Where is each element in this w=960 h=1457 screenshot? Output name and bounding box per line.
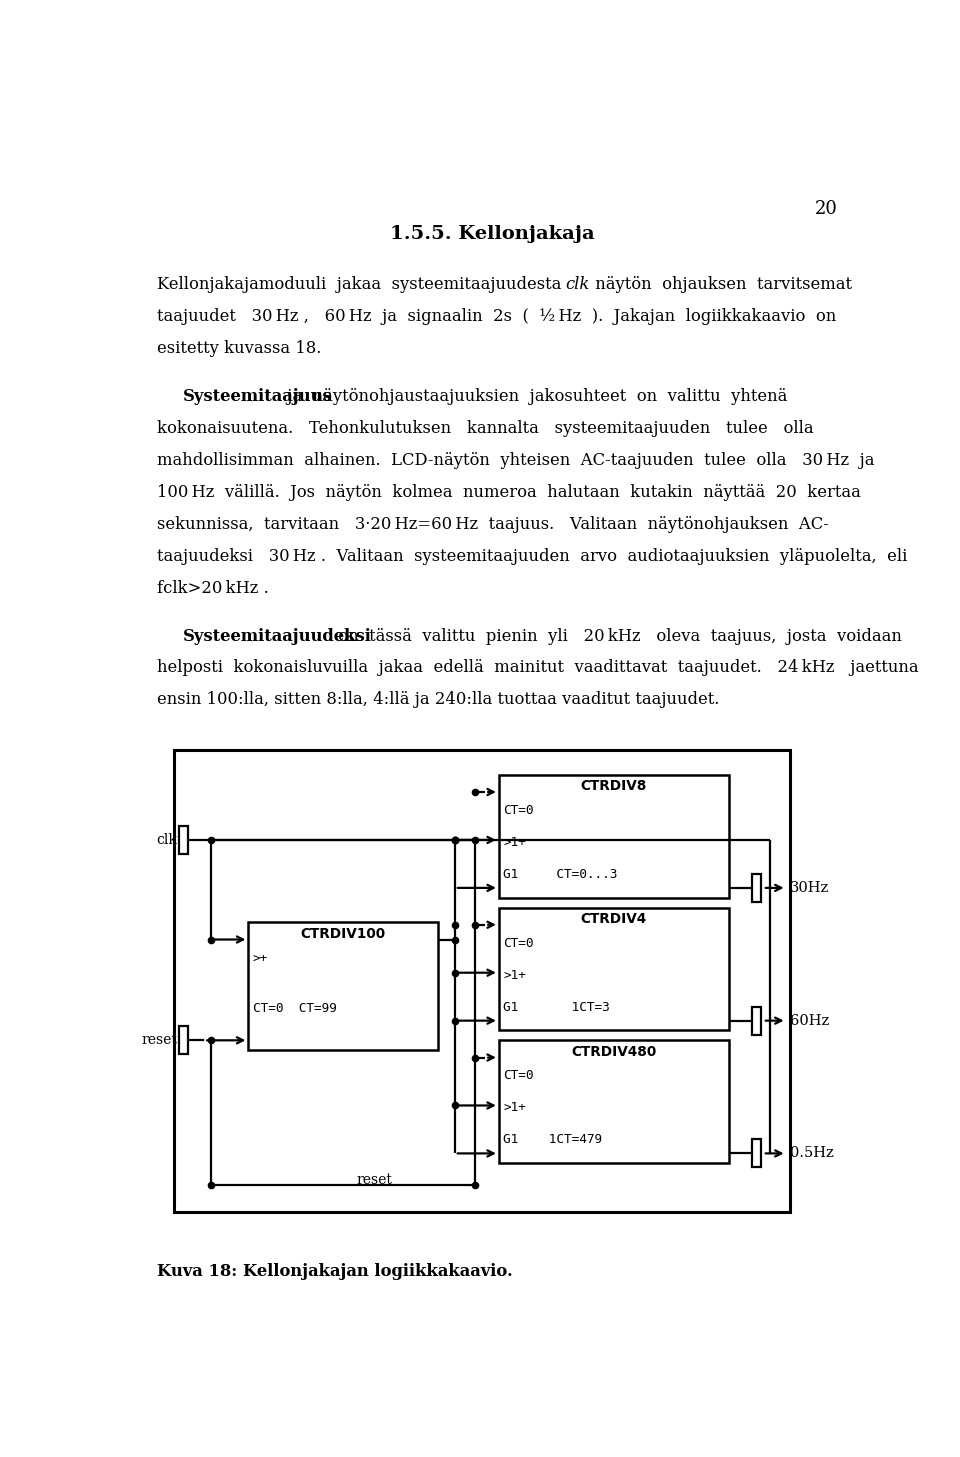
Text: Systeemitaajuus: Systeemitaajuus bbox=[183, 388, 333, 405]
Bar bbox=[249, 922, 438, 1050]
Text: CT=0: CT=0 bbox=[503, 1069, 534, 1083]
Text: G1     CT=0...3: G1 CT=0...3 bbox=[503, 868, 617, 881]
Text: clk: clk bbox=[564, 275, 589, 293]
Bar bbox=[752, 1007, 760, 1034]
Text: 0.5Hz: 0.5Hz bbox=[790, 1147, 833, 1160]
Text: taajuudet   30 Hz ,   60 Hz  ja  signaalin  2s  (  ½ Hz  ).  Jakajan  logiikkaka: taajuudet 30 Hz , 60 Hz ja signaalin 2s … bbox=[157, 307, 836, 325]
Bar bbox=[752, 874, 760, 902]
Text: >+: >+ bbox=[252, 951, 268, 965]
Text: clk: clk bbox=[156, 833, 178, 847]
Text: mahdollisimman  alhainen.  LCD-näytön  yhteisen  AC-taajuuden  tulee  olla   30 : mahdollisimman alhainen. LCD-näytön yhte… bbox=[157, 452, 875, 469]
Bar bbox=[499, 1040, 729, 1163]
Text: Kuva 18: Kellonjakajan logiikkakaavio.: Kuva 18: Kellonjakajan logiikkakaavio. bbox=[157, 1263, 513, 1281]
Text: CTRDIV4: CTRDIV4 bbox=[581, 912, 647, 927]
Text: ensin 100:lla, sitten 8:lla, 4:llä ja 240:lla tuottaa vaaditut taajuudet.: ensin 100:lla, sitten 8:lla, 4:llä ja 24… bbox=[157, 692, 720, 708]
Text: G1    1CT=479: G1 1CT=479 bbox=[503, 1134, 602, 1147]
Text: kokonaisuutena.   Tehonkulutuksen   kannalta   systeemitaajuuden   tulee   olla: kokonaisuutena. Tehonkulutuksen kannalta… bbox=[157, 420, 814, 437]
Text: 20: 20 bbox=[815, 200, 838, 217]
Bar bbox=[180, 826, 188, 854]
Text: Systeemitaajuudeksi: Systeemitaajuudeksi bbox=[183, 628, 372, 644]
Bar bbox=[180, 1026, 188, 1055]
Text: >1+: >1+ bbox=[503, 836, 526, 849]
Text: CT=0  CT=99: CT=0 CT=99 bbox=[252, 1002, 337, 1016]
Text: on  tässä  valittu  pienin  yli   20 kHz   oleva  taajuus,  josta  voidaan: on tässä valittu pienin yli 20 kHz oleva… bbox=[333, 628, 901, 644]
Text: CTRDIV8: CTRDIV8 bbox=[581, 779, 647, 793]
Text: Kellonjakajamoduuli  jakaa  systeemitaajuudesta: Kellonjakajamoduuli jakaa systeemitaajuu… bbox=[157, 275, 562, 293]
Text: CT=0: CT=0 bbox=[503, 937, 534, 950]
Text: >1+: >1+ bbox=[503, 969, 526, 982]
Text: sekunnissa,  tarvitaan   3·20 Hz=60 Hz  taajuus.   Valitaan  näytönohjauksen  AC: sekunnissa, tarvitaan 3·20 Hz=60 Hz taaj… bbox=[157, 516, 829, 533]
Text: 30Hz: 30Hz bbox=[790, 881, 829, 895]
Text: fclk>20 kHz .: fclk>20 kHz . bbox=[157, 580, 269, 596]
Text: G1       1CT=3: G1 1CT=3 bbox=[503, 1001, 610, 1014]
Text: CTRDIV480: CTRDIV480 bbox=[571, 1045, 657, 1059]
Text: taajuudeksi   30 Hz .  Valitaan  systeemitaajuuden  arvo  audiotaajuuksien  yläp: taajuudeksi 30 Hz . Valitaan systeemitaa… bbox=[157, 548, 907, 565]
Bar bbox=[174, 750, 790, 1212]
Bar bbox=[499, 775, 729, 898]
Text: CTRDIV100: CTRDIV100 bbox=[300, 927, 386, 941]
Bar bbox=[752, 1139, 760, 1167]
Text: CT=0: CT=0 bbox=[503, 804, 534, 817]
Text: 100 Hz  välillä.  Jos  näytön  kolmea  numeroa  halutaan  kutakin  näyttää  20  : 100 Hz välillä. Jos näytön kolmea numero… bbox=[157, 484, 861, 501]
Text: esitetty kuvassa 18.: esitetty kuvassa 18. bbox=[157, 339, 322, 357]
Text: 1.5.5. Kellonjakaja: 1.5.5. Kellonjakaja bbox=[390, 226, 594, 243]
Text: reset: reset bbox=[356, 1173, 393, 1187]
Text: 60Hz: 60Hz bbox=[790, 1014, 829, 1027]
Text: näytön  ohjauksen  tarvitsemat: näytön ohjauksen tarvitsemat bbox=[590, 275, 852, 293]
Text: reset: reset bbox=[141, 1033, 178, 1048]
Text: ja  näytönohjaustaajuuksien  jakosuhteet  on  valittu  yhtenä: ja näytönohjaustaajuuksien jakosuhteet o… bbox=[282, 388, 787, 405]
Text: helposti  kokonaisluvuilla  jakaa  edellä  mainitut  vaadittavat  taajuudet.   2: helposti kokonaisluvuilla jakaa edellä m… bbox=[157, 660, 919, 676]
Bar bbox=[499, 908, 729, 1030]
Text: >1+: >1+ bbox=[503, 1101, 526, 1115]
